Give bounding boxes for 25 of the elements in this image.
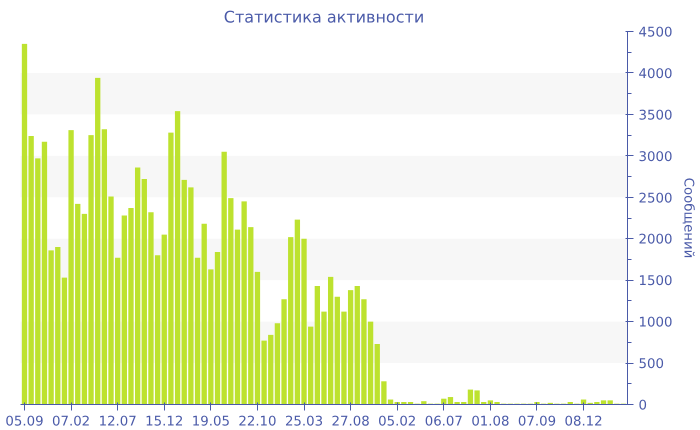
x-tick-label: 07.09 xyxy=(518,414,556,430)
x-tick-label: 22.10 xyxy=(238,414,277,430)
y-tick-label: 2000 xyxy=(638,232,672,248)
x-tick-label: 12.07 xyxy=(98,414,137,430)
x-tick-label: 05.09 xyxy=(5,414,44,430)
x-tick-label: 01.08 xyxy=(471,414,510,430)
y-tick-label: 1500 xyxy=(638,274,672,290)
x-tick-label: 05.02 xyxy=(378,414,416,430)
x-tick-label: 27.08 xyxy=(332,414,370,430)
x-tick-label: 08.12 xyxy=(564,414,603,430)
y-tick-label: 1000 xyxy=(638,316,672,331)
x-tick-label: 07.02 xyxy=(52,414,90,430)
chart-title: Статистика активности xyxy=(224,8,424,26)
y-tick-label: 3500 xyxy=(638,108,672,124)
x-tick-label: 15.12 xyxy=(145,414,184,430)
x-tick-label: 06.07 xyxy=(424,414,463,430)
y-tick-label: 500 xyxy=(638,357,664,372)
x-tick-label: 25.03 xyxy=(284,414,324,430)
y-tick-label: 3000 xyxy=(638,150,672,165)
x-tick-label: 19.05 xyxy=(192,414,230,430)
y-axis-title: Сообщений xyxy=(680,178,696,258)
y-tick-label: 4500 xyxy=(638,26,672,40)
y-tick-label: 4000 xyxy=(638,66,672,82)
y-tick-label: 2500 xyxy=(638,191,672,206)
y-tick-label: 0 xyxy=(638,398,647,414)
